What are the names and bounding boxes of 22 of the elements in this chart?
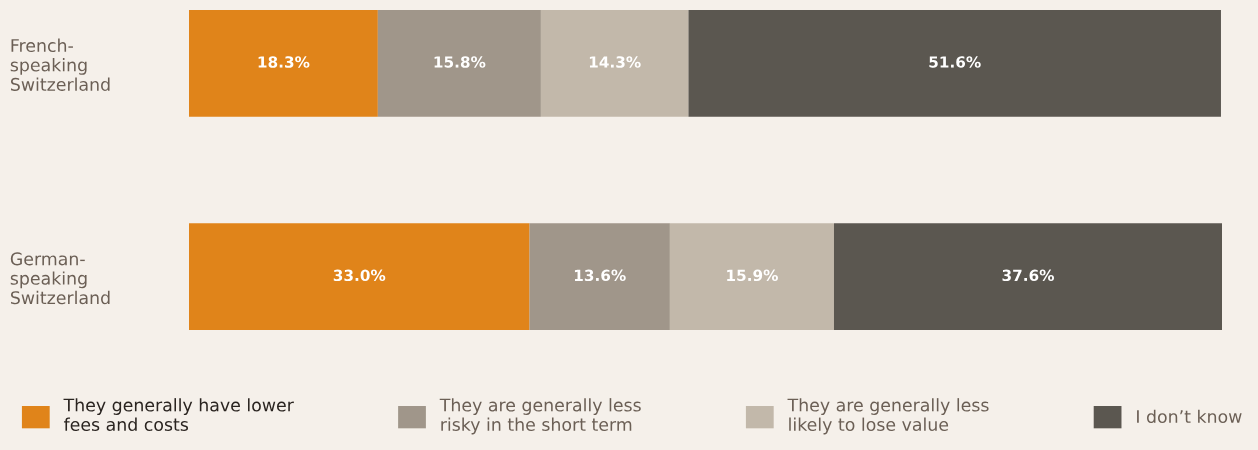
data-label: 15.9%	[727, 269, 778, 282]
legend-label: They are generally less risky in the short term	[439, 398, 641, 435]
data-label: 13.6%	[574, 269, 626, 282]
bar	[377, 10, 541, 117]
legend-label: I don’t know	[1137, 409, 1242, 424]
y-tick-label: German- speaking Switzerland	[10, 252, 110, 305]
bar	[669, 223, 834, 330]
data-label: 37.6%	[1002, 269, 1055, 282]
legend-label: They generally have lower fees and costs	[63, 398, 294, 432]
bar	[189, 223, 530, 330]
bar	[540, 10, 689, 117]
y-tick-label: French- speaking Switzerland	[10, 38, 110, 91]
data-label: 33.0%	[333, 269, 386, 282]
data-label: 14.3%	[589, 56, 641, 68]
bar	[189, 10, 378, 117]
legend-label: They are generally less likely to lose value	[787, 398, 989, 435]
bar	[833, 223, 1222, 330]
bar	[529, 223, 670, 330]
data-label: 15.8%	[434, 56, 486, 68]
bar	[688, 10, 1221, 117]
data-label: 18.3%	[258, 56, 310, 68]
data-label: 51.6%	[929, 56, 981, 68]
